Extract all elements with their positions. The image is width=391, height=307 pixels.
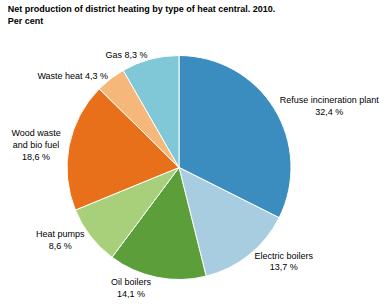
svg-text:Gas 8,3 %: Gas 8,3 %	[106, 50, 148, 60]
svg-text:Oil boilers14,1 %: Oil boilers14,1 %	[111, 277, 152, 299]
svg-text:Refuse incineration plant32,4: Refuse incineration plant32,4 %	[280, 95, 380, 117]
svg-text:Electric boilers13,7 %: Electric boilers13,7 %	[254, 251, 313, 273]
svg-text:Net production of district hea: Net production of district heating by ty…	[8, 4, 276, 26]
svg-text:Heat pumps8,6 %: Heat pumps8,6 %	[36, 229, 85, 251]
svg-text:Waste heat 4,3 %: Waste heat 4,3 %	[37, 71, 108, 81]
svg-text:Wood wasteand bio fuel18,6 %: Wood wasteand bio fuel18,6 %	[11, 128, 60, 161]
